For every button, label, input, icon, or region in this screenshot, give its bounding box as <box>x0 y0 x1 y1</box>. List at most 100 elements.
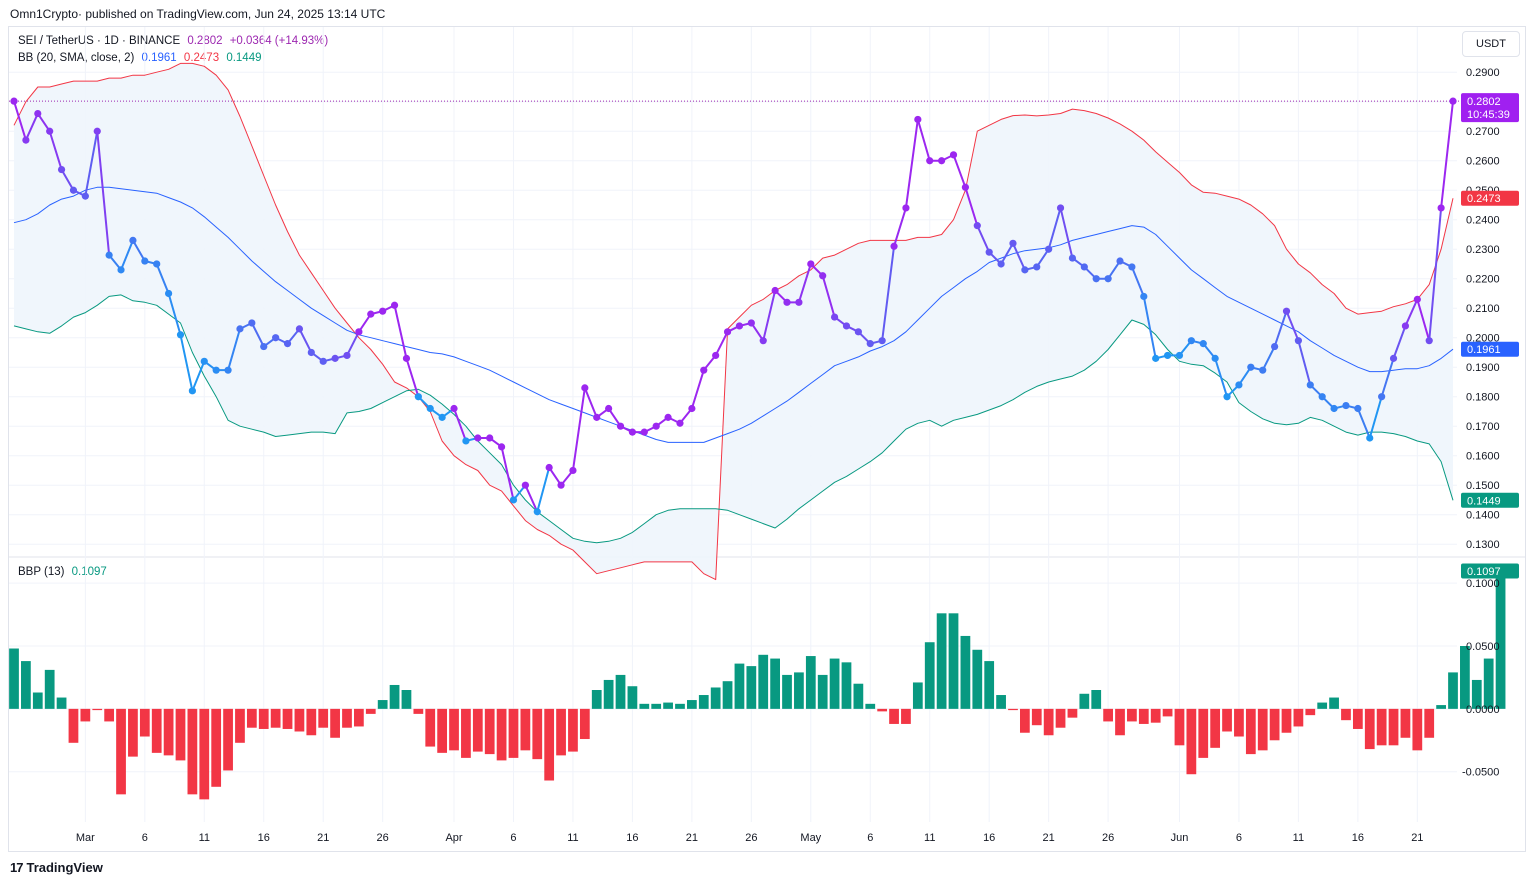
bb-label[interactable]: BB (20, SMA, close, 2) <box>18 52 135 64</box>
bbp-bar <box>615 674 626 709</box>
y-tick-label: 0.1800 <box>1466 392 1500 404</box>
upper-tag: 0.2473 <box>1467 193 1501 205</box>
x-tick-label: 6 <box>1236 832 1242 844</box>
x-tick-label: 11 <box>1293 832 1304 844</box>
price-point <box>319 357 327 365</box>
price-point <box>688 404 696 413</box>
y-tick-label: 0.2100 <box>1466 303 1500 315</box>
price-point <box>10 97 18 105</box>
price-segment <box>1261 345 1276 372</box>
bbp-bars-layer <box>9 570 1506 800</box>
bb-lower-value: 0.1449 <box>226 52 262 64</box>
bbp-bar <box>32 692 43 709</box>
bbp-bar <box>1341 708 1351 721</box>
bbp-bar <box>246 708 257 728</box>
price-point <box>926 157 934 165</box>
bbp-bar <box>1329 697 1339 709</box>
price-point <box>272 334 280 342</box>
price-point <box>1306 381 1314 389</box>
price-point <box>1366 434 1374 442</box>
bbp-bar <box>437 708 448 753</box>
bb-lower-line <box>13 294 1454 544</box>
bbp-y-tick-label: 0.0000 <box>1466 704 1500 716</box>
price-point <box>224 366 232 374</box>
price-point <box>486 434 494 442</box>
price-point <box>807 260 815 268</box>
price-segment <box>1000 242 1014 265</box>
bbp-bar <box>1317 702 1328 709</box>
x-tick-label: 21 <box>317 832 329 844</box>
bbp-bar <box>687 700 697 709</box>
y-tick-label: 0.2400 <box>1466 215 1500 227</box>
bbp-bar <box>1245 708 1256 755</box>
price-point <box>1437 204 1445 212</box>
bbp-bar <box>1293 708 1304 727</box>
bbp-bar <box>1210 708 1221 748</box>
price-point <box>735 322 744 330</box>
bbp-bar <box>1055 708 1066 728</box>
price-point <box>1009 239 1017 247</box>
price-point <box>640 428 648 436</box>
bbp-bar <box>1436 705 1446 709</box>
bbp-bar <box>151 708 162 753</box>
bbp-bar <box>1460 646 1470 709</box>
symbol-label[interactable]: SEI / TetherUS · 1D · BINANCE <box>18 35 181 47</box>
bbp-bar <box>1043 708 1054 736</box>
price-point <box>914 115 922 124</box>
currency-unit-button[interactable]: USDT <box>1462 31 1520 57</box>
price-point <box>1378 393 1386 401</box>
bbp-label[interactable]: BBP (13) <box>18 566 65 578</box>
bbp-bar <box>1412 708 1423 751</box>
price-segment <box>298 327 313 354</box>
price-point <box>700 366 708 374</box>
price-point <box>260 342 268 351</box>
price-point <box>759 337 767 345</box>
bbp-bar <box>116 708 126 795</box>
price-segment <box>976 224 991 254</box>
price-point <box>652 422 660 430</box>
x-tick-label: 6 <box>142 832 148 844</box>
bbp-bar <box>425 708 436 747</box>
x-tick-label: 21 <box>1043 832 1055 844</box>
price-point <box>1056 204 1065 212</box>
bbp-bar <box>1400 708 1411 738</box>
price-segment <box>84 130 99 198</box>
price-point <box>997 260 1005 268</box>
price-point <box>1163 351 1172 360</box>
price-segment <box>690 369 705 410</box>
bbp-bar <box>520 708 531 751</box>
price-point <box>117 266 125 274</box>
bbp-bar <box>936 613 947 709</box>
x-tick-label: 26 <box>1102 832 1114 844</box>
tradingview-logo-icon: 17 <box>10 860 24 875</box>
bbp-bar <box>472 708 483 752</box>
bbp-bar <box>92 708 103 711</box>
price-segment <box>571 386 586 472</box>
bbp-bar <box>1483 658 1494 709</box>
price-point <box>783 298 791 306</box>
price-segment <box>1368 395 1383 440</box>
price-point <box>307 348 315 357</box>
bbp-bar <box>1495 570 1506 709</box>
y-tick-label: 0.2900 <box>1466 67 1500 79</box>
price-point <box>545 463 553 472</box>
price-point <box>902 204 910 212</box>
bbp-bar <box>579 708 590 740</box>
bbp-bar <box>901 708 911 724</box>
tradingview-logo[interactable]: 17 TradingView <box>10 860 103 875</box>
price-point <box>771 286 779 295</box>
bbp-bar <box>651 703 662 709</box>
price-segment <box>96 130 111 257</box>
price-segment <box>48 130 63 171</box>
price-segment <box>762 289 777 342</box>
bbp-bar <box>282 708 293 729</box>
price-point <box>569 466 577 475</box>
price-segment <box>1404 298 1419 327</box>
bbp-bar <box>889 708 899 724</box>
price-point <box>676 419 684 427</box>
price-point <box>830 313 839 321</box>
bbp-bar <box>1162 708 1173 717</box>
y-tick-label: 0.1400 <box>1466 510 1500 522</box>
